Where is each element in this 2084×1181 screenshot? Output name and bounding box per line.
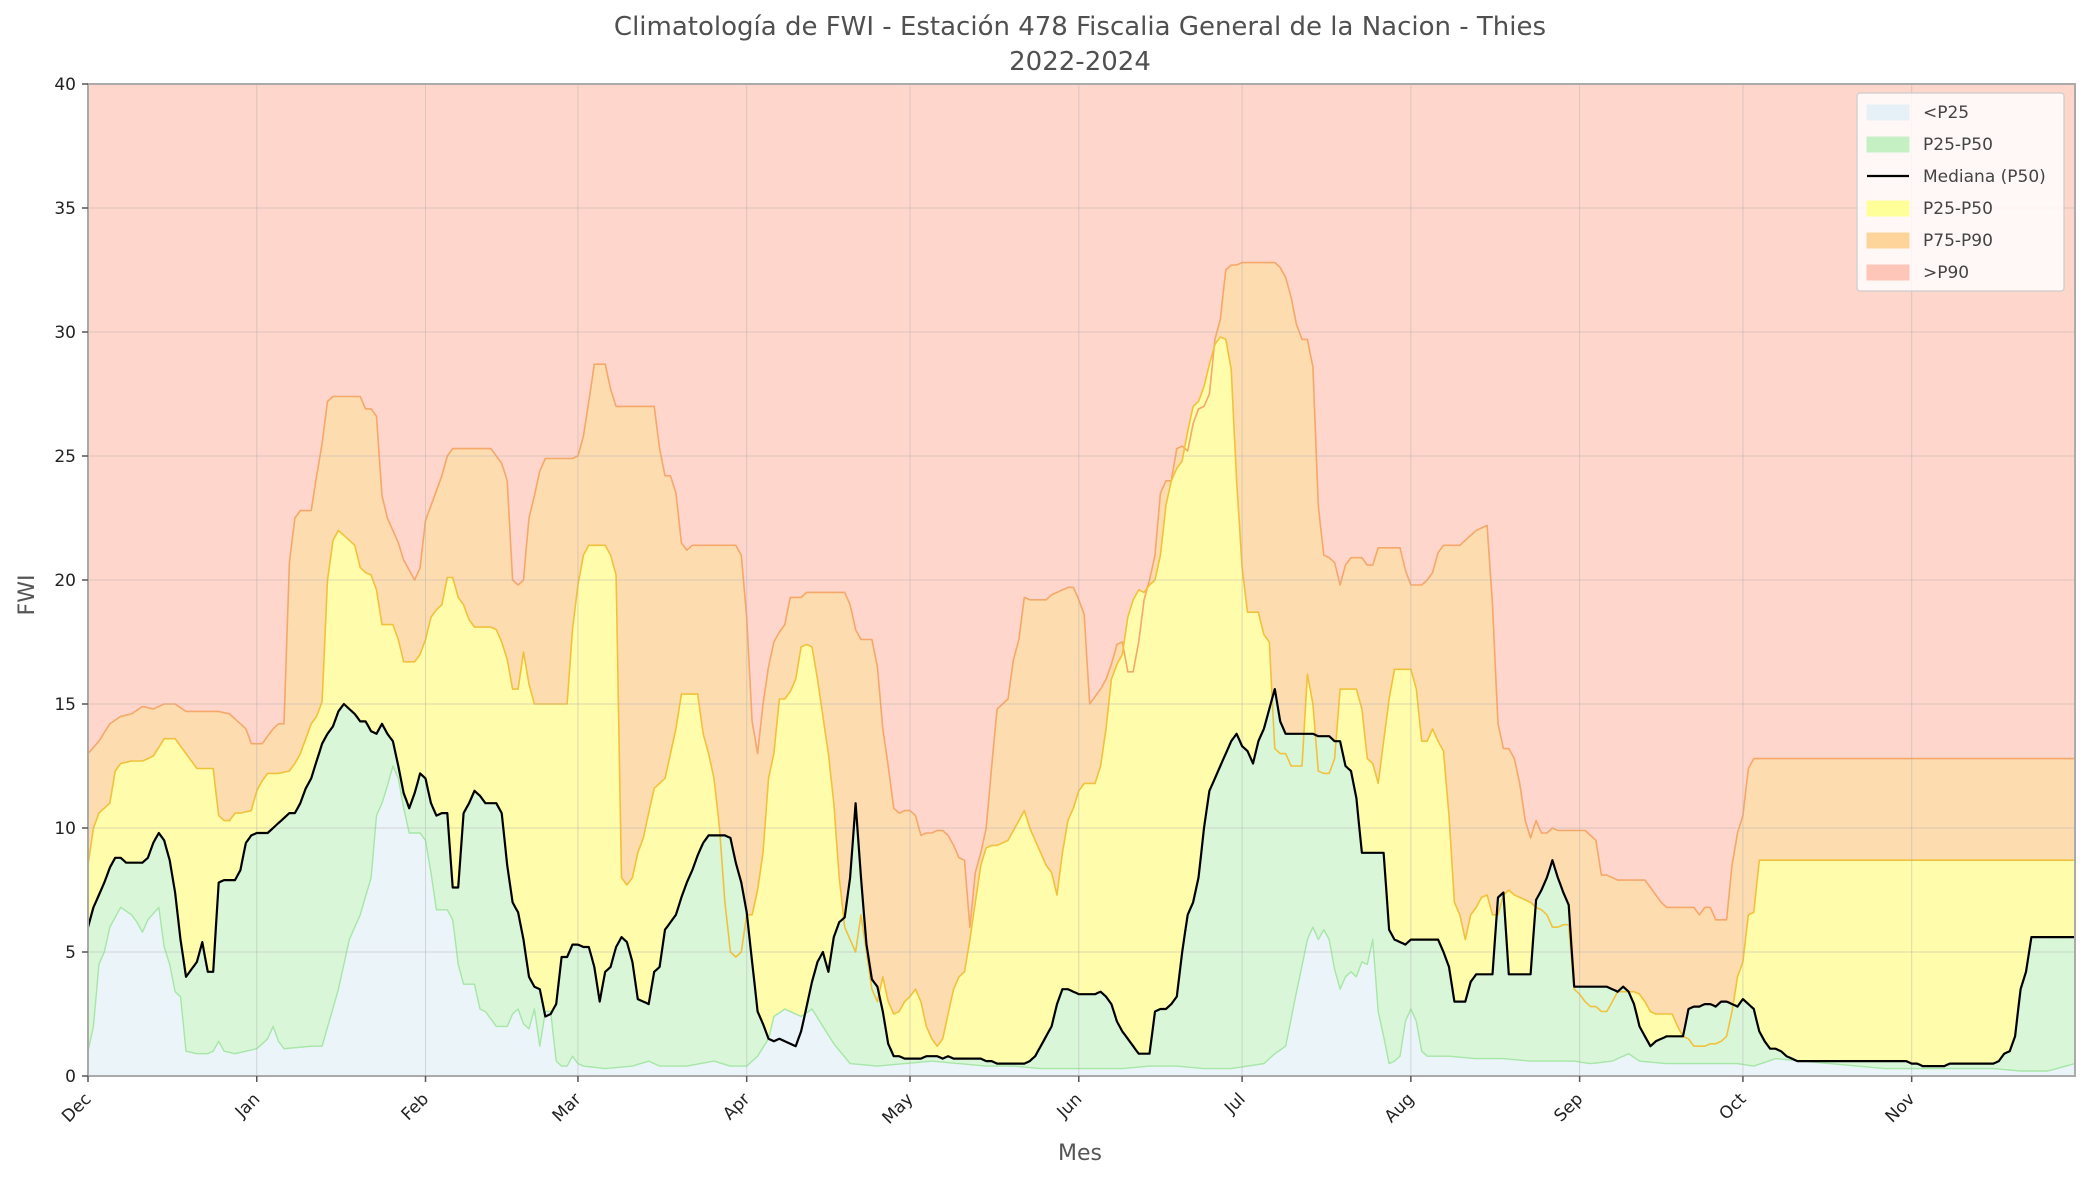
chart-title: Climatología de FWI - Estación 478 Fisca… (614, 12, 1546, 42)
legend-label: P25-P50 (1923, 135, 1993, 155)
p75-edge-line (87, 336, 2075, 1047)
x-tick-label: Jun (1053, 1089, 1087, 1123)
y-tick-label: 20 (54, 571, 76, 591)
legend-swatch (1866, 104, 1910, 121)
p75-p90-band (88, 262, 2075, 1047)
legend-label: P25-P50 (1923, 199, 1993, 219)
legend-swatch (1866, 200, 1910, 217)
legend-label: Mediana (P50) (1923, 167, 2046, 187)
y-tick-label: 5 (65, 943, 76, 963)
plot-area (86, 83, 2076, 1077)
x-tick-label: Dec (58, 1089, 95, 1126)
x-tick-label: Aug (1381, 1089, 1419, 1127)
x-tick-label: Nov (1882, 1089, 1920, 1127)
y-tick-label: 35 (54, 199, 76, 219)
legend: <P25 P25-P50 Mediana (P50) P25-P50 P75-P90 >P… (1856, 92, 2065, 292)
y-tick-label: 25 (54, 447, 76, 467)
y-tick-label: 10 (54, 819, 76, 839)
legend-swatch (1866, 136, 1910, 153)
x-tick-label: Jul (1220, 1089, 1249, 1118)
y-tick-label: 0 (65, 1067, 76, 1087)
x-tick-label: Mar (549, 1089, 586, 1126)
x-tick-label: Feb (398, 1089, 433, 1124)
x-axis-label: Mes (1058, 1141, 1102, 1166)
legend-label: >P90 (1923, 263, 1969, 283)
legend-swatch (1866, 232, 1910, 249)
p25-edge-line (87, 765, 2076, 1072)
chart-subtitle: 2022-2024 (1009, 47, 1151, 77)
p90-edge-line (87, 261, 2075, 928)
x-tick-label: Oct (1716, 1089, 1751, 1124)
y-axis-label: FWI (15, 575, 40, 616)
x-tick-label: May (879, 1089, 918, 1128)
legend-swatch (1866, 264, 1910, 281)
legend-label: P75-P90 (1923, 231, 1993, 251)
y-tick-label: 40 (54, 75, 76, 95)
legend-label: <P25 (1923, 103, 1969, 123)
x-tick-label: Apr (719, 1089, 754, 1124)
x-tick-label: Jan (231, 1089, 264, 1122)
p50-p75-band (88, 337, 2075, 1067)
p25-p50-band (88, 689, 2075, 1071)
y-tick-label: 15 (54, 695, 76, 715)
median-line (86, 688, 2075, 1068)
y-tick-label: 30 (54, 323, 76, 343)
x-tick-label: Sep (1550, 1089, 1587, 1126)
